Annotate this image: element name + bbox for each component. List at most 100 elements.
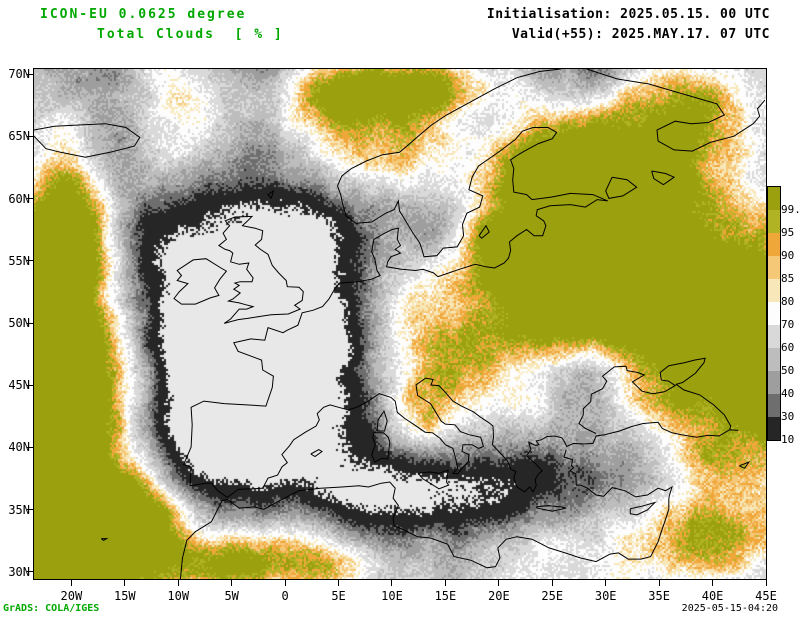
coastline-path — [478, 224, 490, 239]
lon-label: 20W — [60, 589, 83, 603]
lon-tick — [231, 580, 233, 586]
legend-label: 90 — [781, 249, 795, 262]
lat-label: 30N — [8, 564, 30, 579]
coastline-path — [100, 538, 109, 542]
lon-label: 10E — [381, 589, 403, 603]
lon-tick — [605, 580, 607, 586]
legend-label: 95 — [781, 226, 795, 239]
legend-color-swatch — [768, 210, 780, 233]
legend-label: 50 — [781, 364, 795, 377]
model-title: ICON-EU 0.0625 degree — [40, 7, 247, 22]
legend-color-swatch — [768, 187, 780, 210]
coastline-path — [173, 258, 228, 305]
coastline-path — [535, 505, 567, 512]
legend-label: 99.5 — [781, 203, 800, 216]
init-time: Initialisation: 2025.05.15. 00 UTC — [486, 7, 770, 22]
valid-time: Valid(+55): 2025.MAY.17. 07 UTC — [511, 27, 770, 42]
lat-label: 50N — [8, 316, 30, 330]
legend-label: 40 — [781, 387, 795, 400]
lon-tick — [444, 580, 446, 586]
cloud-shading-canvas — [34, 69, 766, 579]
lon-label: 5W — [224, 589, 239, 603]
legend-color-swatch — [768, 394, 780, 417]
legend-color-swatch — [768, 325, 780, 348]
legend-color-swatch — [768, 371, 780, 394]
legend-label: 85 — [781, 272, 795, 285]
lon-tick — [391, 580, 393, 586]
lat-tick — [27, 571, 33, 573]
lat-tick — [27, 509, 33, 511]
legend-color-swatch — [768, 417, 780, 440]
coastline-path — [586, 69, 766, 152]
lon-tick — [498, 580, 500, 586]
lon-label: 45E — [755, 589, 777, 603]
coastline-path — [651, 170, 676, 186]
legend-label: 60 — [781, 341, 795, 354]
grads-credit: GrADS: COLA/IGES — [3, 603, 100, 614]
lon-tick — [712, 580, 714, 586]
legend-color-swatch — [768, 279, 780, 302]
lat-tick — [27, 135, 33, 137]
legend-color-swatch — [768, 256, 780, 279]
lat-label: 55N — [8, 253, 30, 268]
lon-tick — [284, 580, 286, 586]
coastline-path — [227, 377, 739, 498]
lat-tick — [27, 260, 33, 262]
lon-tick — [658, 580, 660, 586]
coastline-path — [310, 449, 323, 458]
lat-label: 40N — [8, 440, 30, 455]
lon-tick — [765, 580, 767, 586]
coastline-overlay — [34, 69, 766, 579]
lon-label: 25E — [541, 589, 564, 603]
legend-label: 70 — [781, 318, 795, 331]
lat-tick — [27, 322, 33, 324]
legend-label: 30 — [781, 410, 795, 423]
lat-label: 70N — [8, 67, 30, 82]
coastline-path — [578, 357, 732, 434]
coastline-path — [182, 69, 608, 498]
lat-tick — [27, 384, 33, 386]
legend-label: 10 — [781, 433, 795, 446]
lon-label: 5E — [331, 589, 346, 603]
lon-label: 30E — [594, 589, 617, 603]
coastline-path — [267, 189, 275, 199]
coastline-path — [34, 123, 141, 158]
lon-label: 15W — [113, 589, 136, 603]
lon-label: 20E — [488, 589, 510, 603]
lon-label: 0 — [281, 589, 289, 603]
coastline-path — [376, 409, 388, 432]
legend-color-swatch — [768, 302, 780, 325]
lat-label: 60N — [8, 191, 30, 206]
lat-label: 65N — [8, 129, 30, 144]
lon-tick — [177, 580, 179, 586]
coastline-path — [371, 432, 391, 463]
lon-label: 10W — [167, 589, 190, 603]
variable-title: Total Clouds [ % ] — [97, 27, 284, 42]
coastline-path — [179, 481, 670, 579]
creation-timestamp: 2025-05-15-04:20 — [681, 603, 778, 614]
lon-label: 15E — [434, 589, 457, 603]
coastline-path — [417, 469, 450, 490]
legend-color-swatch — [768, 348, 780, 371]
coastline-path — [563, 449, 673, 500]
lon-tick — [338, 580, 340, 586]
lon-label: 35E — [648, 589, 670, 603]
coastline-path — [629, 501, 657, 516]
color-legend — [767, 186, 781, 441]
lat-tick — [27, 73, 33, 75]
coastline-path — [218, 215, 304, 324]
lon-tick — [70, 580, 72, 586]
lat-tick — [27, 446, 33, 448]
coastline-path — [739, 461, 751, 469]
lon-tick — [124, 580, 126, 586]
lat-label: 45N — [8, 378, 30, 393]
lon-label: 40E — [701, 589, 724, 603]
coastline-path — [605, 176, 638, 199]
lat-label: 35N — [8, 502, 30, 517]
lat-tick — [27, 198, 33, 200]
legend-label: 80 — [781, 295, 795, 308]
lon-tick — [551, 580, 553, 586]
legend-color-swatch — [768, 233, 780, 256]
map-plot-area — [33, 68, 767, 580]
